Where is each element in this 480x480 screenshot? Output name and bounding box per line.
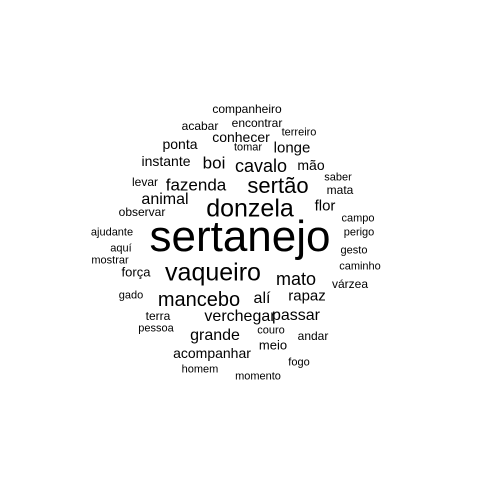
cloud-word: boi bbox=[202, 153, 226, 173]
cloud-word: saber bbox=[324, 171, 352, 184]
cloud-word: ajudante bbox=[90, 226, 134, 239]
cloud-word: andar bbox=[297, 329, 329, 343]
cloud-word: meio bbox=[258, 337, 288, 353]
cloud-word: mão bbox=[297, 157, 325, 173]
cloud-word: mancebo bbox=[157, 289, 241, 311]
cloud-word: momento bbox=[235, 370, 281, 383]
cloud-word: campo bbox=[341, 212, 375, 225]
cloud-word: perigo bbox=[343, 226, 375, 239]
cloud-word: terreiro bbox=[281, 126, 317, 139]
cloud-word: caminho bbox=[339, 260, 381, 273]
cloud-word: instante bbox=[141, 153, 191, 169]
cloud-word: mata bbox=[326, 183, 354, 197]
cloud-word: encontrar bbox=[231, 116, 283, 130]
cloud-word: gesto bbox=[340, 244, 368, 257]
cloud-word: mostrar bbox=[91, 254, 129, 267]
cloud-word: fogo bbox=[288, 356, 310, 369]
cloud-word: observar bbox=[118, 205, 166, 219]
cloud-word: grande bbox=[190, 327, 240, 344]
cloud-word: homem bbox=[181, 363, 219, 376]
cloud-word: rapaz bbox=[288, 287, 326, 305]
cloud-word: passar bbox=[271, 307, 321, 324]
cloud-word: cavalo bbox=[234, 156, 288, 176]
cloud-word: sertão bbox=[247, 173, 309, 198]
cloud-word: acompanhar bbox=[173, 345, 251, 361]
cloud-word: vaqueiro bbox=[165, 258, 261, 287]
cloud-word: pessoa bbox=[138, 322, 174, 335]
cloud-word: donzela bbox=[206, 194, 294, 223]
cloud-word: acabar bbox=[181, 119, 219, 133]
cloud-word: terra bbox=[145, 309, 171, 323]
cloud-word: longe bbox=[273, 139, 311, 157]
cloud-word: couro bbox=[257, 324, 285, 337]
cloud-word: alí bbox=[253, 290, 271, 307]
cloud-word: força bbox=[121, 264, 151, 280]
cloud-word: ponta bbox=[162, 136, 198, 152]
cloud-word: flor bbox=[314, 197, 336, 215]
cloud-word: tomar bbox=[233, 141, 263, 154]
cloud-word: fazenda bbox=[165, 175, 227, 195]
cloud-word: gado bbox=[118, 289, 144, 302]
cloud-word: aquí bbox=[110, 242, 132, 255]
cloud-word: conhecer bbox=[212, 129, 270, 145]
cloud-word: animal bbox=[141, 191, 189, 208]
cloud-word: levar bbox=[131, 175, 159, 189]
cloud-word: várzea bbox=[331, 277, 369, 291]
cloud-word: mato bbox=[275, 269, 317, 289]
cloud-word: companheiro bbox=[212, 102, 282, 116]
cloud-word: sertanejo bbox=[149, 212, 331, 261]
cloud-word: verchegar bbox=[204, 308, 276, 325]
